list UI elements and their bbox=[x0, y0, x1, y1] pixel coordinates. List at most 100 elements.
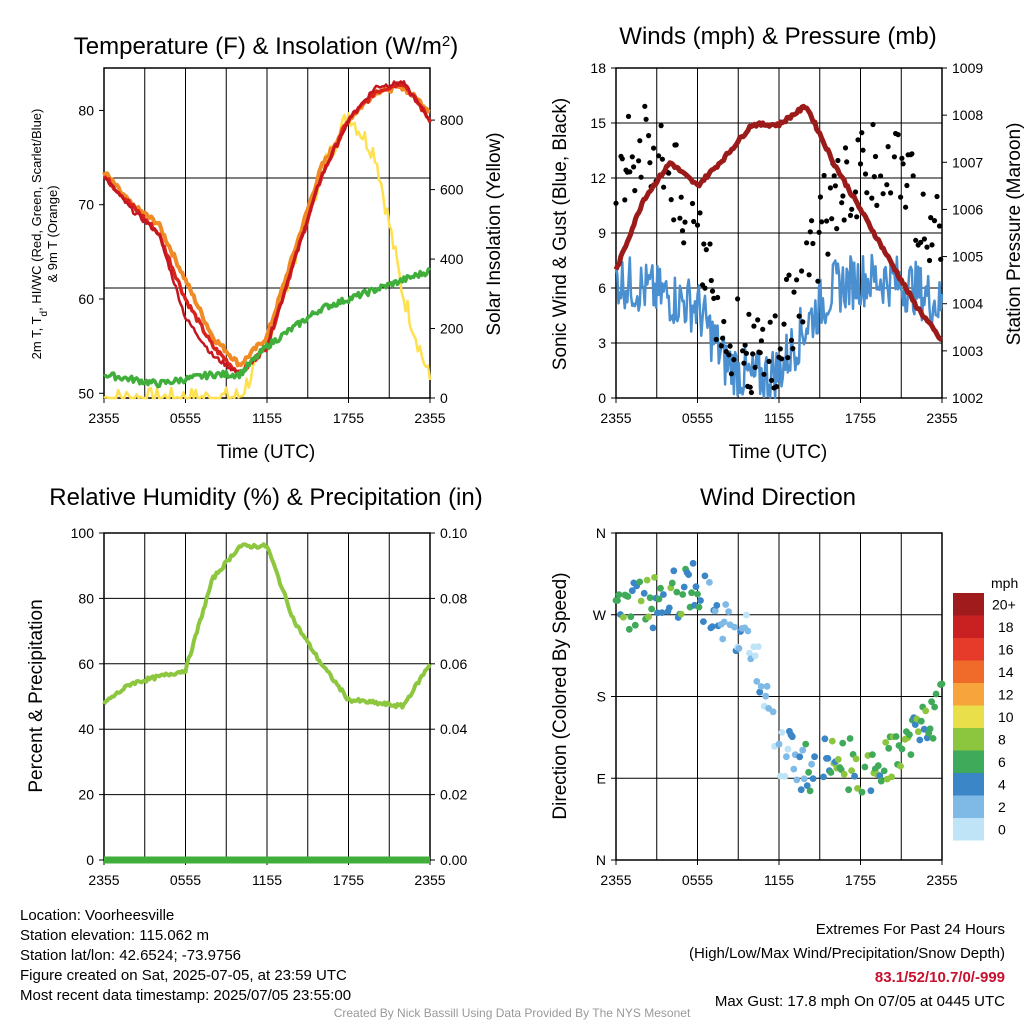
gust-point bbox=[720, 335, 726, 341]
gust-point bbox=[871, 174, 877, 180]
gust-point bbox=[849, 206, 855, 212]
gust-point bbox=[632, 188, 638, 194]
direction-point bbox=[811, 753, 818, 761]
direction-point bbox=[845, 786, 852, 794]
direction-point bbox=[828, 737, 836, 745]
gust-point bbox=[671, 217, 677, 223]
gust-point bbox=[642, 103, 648, 109]
dewpoint-line bbox=[103, 267, 431, 389]
gust-point bbox=[870, 121, 876, 128]
gust-point bbox=[709, 288, 716, 294]
gust-point bbox=[659, 156, 666, 162]
gust-point bbox=[681, 240, 687, 246]
gust-point bbox=[840, 193, 846, 199]
gust-point bbox=[817, 194, 824, 200]
gust-point bbox=[726, 352, 732, 358]
gust-point bbox=[758, 338, 765, 344]
gust-point bbox=[747, 384, 753, 390]
wind-y2-y-tick-label: 1007 bbox=[952, 154, 983, 170]
direction-point bbox=[938, 680, 946, 688]
gust-point bbox=[921, 236, 928, 242]
gust-point bbox=[934, 193, 940, 200]
extremes-title: Extremes For Past 24 Hours bbox=[815, 921, 1005, 938]
direction-point bbox=[861, 763, 869, 771]
wind-y2-y-tick-label: 1003 bbox=[952, 343, 983, 359]
gust-point bbox=[643, 116, 649, 122]
gust-point bbox=[913, 237, 919, 243]
temperature-chart: 2355 0555 1155 1755 235550607080020040060080… bbox=[78, 67, 464, 426]
location-text: Location: Voorheesville bbox=[20, 907, 175, 924]
temp-y2-y-tick-label: 0 bbox=[440, 390, 448, 406]
direction-point bbox=[697, 597, 704, 604]
direction-point bbox=[877, 777, 885, 785]
gust-point bbox=[855, 137, 861, 143]
direction-point bbox=[880, 767, 888, 775]
direction-point bbox=[735, 645, 743, 652]
direction-point bbox=[762, 692, 770, 700]
gust-point bbox=[928, 215, 934, 221]
gust-point bbox=[900, 161, 906, 167]
direction-point bbox=[685, 571, 692, 578]
direction-point bbox=[620, 613, 627, 621]
extremes-subtitle: (High/Low/Max Wind/Precipitation/Snow De… bbox=[689, 945, 1005, 962]
gust-point bbox=[627, 169, 633, 175]
direction-point bbox=[898, 745, 906, 753]
temp-x-tick-label: 2355 bbox=[88, 410, 119, 426]
direction-point bbox=[753, 678, 761, 685]
direction-point bbox=[625, 625, 633, 633]
wind-y2-y-tick-label: 1004 bbox=[952, 296, 983, 312]
rh-y2-y-tick-label: 0.04 bbox=[440, 721, 467, 737]
gust-point bbox=[806, 272, 812, 278]
legend-swatch bbox=[953, 818, 984, 841]
gust-point bbox=[697, 210, 703, 216]
humidity-chart-title: Relative Humidity (%) & Precipitation (i… bbox=[49, 484, 482, 511]
temp-x-tick-label: 2355 bbox=[414, 410, 445, 426]
legend-swatch bbox=[953, 683, 984, 706]
wind-y-tick-label: 9 bbox=[598, 225, 606, 241]
rh-x-tick-label: 2355 bbox=[414, 872, 445, 888]
direction-point bbox=[778, 729, 786, 736]
gust-point bbox=[636, 158, 642, 164]
direction-point bbox=[744, 627, 752, 635]
wind-x-tick-label: 2355 bbox=[926, 410, 957, 426]
dir-x-tick-label: 2355 bbox=[926, 872, 957, 888]
gust-point bbox=[929, 242, 935, 248]
direction-point bbox=[692, 583, 700, 591]
created-text: Figure created on Sat, 2025-07-05, at 23… bbox=[20, 967, 347, 984]
legend-label: 4 bbox=[998, 776, 1006, 792]
direction-point bbox=[800, 775, 808, 783]
gust-point bbox=[727, 343, 733, 349]
direction-point bbox=[858, 788, 866, 796]
direction-point bbox=[820, 773, 827, 781]
direction-point bbox=[645, 613, 652, 621]
rh-y2-y-tick-label: 0.02 bbox=[440, 787, 467, 803]
legend-label: 6 bbox=[998, 754, 1006, 770]
gust-point bbox=[703, 247, 709, 253]
direction-point bbox=[802, 740, 810, 748]
direction-point bbox=[839, 739, 847, 747]
rh-y2-y-tick-label: 0.08 bbox=[440, 590, 467, 606]
direction-point bbox=[624, 593, 632, 600]
temperature-chart-title: Temperature (F) & Insolation (W/m2) bbox=[74, 33, 458, 61]
relative-humidity-line bbox=[102, 542, 432, 710]
rh-y-tick-label: 0 bbox=[86, 852, 94, 868]
gust-point bbox=[701, 241, 707, 247]
rh-x-tick-label: 1755 bbox=[333, 872, 364, 888]
direction-point bbox=[931, 703, 938, 711]
wind-y2-y-tick-label: 1009 bbox=[952, 60, 983, 76]
max-gust-text: Max Gust: 17.8 mph On 07/05 at 0445 UTC bbox=[714, 993, 1005, 1010]
gust-point bbox=[829, 216, 835, 222]
temp-x-tick-label: 1755 bbox=[333, 410, 364, 426]
gust-point bbox=[821, 172, 827, 179]
direction-point bbox=[751, 652, 759, 660]
legend-swatch bbox=[953, 773, 984, 796]
direction-point bbox=[643, 576, 651, 584]
speed-color-legend: 20+ 18 16 14 12 10 8 6 4 2 0 bbox=[953, 593, 1016, 841]
gust-point bbox=[799, 268, 805, 274]
direction-point bbox=[907, 751, 915, 758]
direction-point bbox=[848, 767, 855, 774]
direction-point bbox=[649, 624, 657, 632]
wind-x-tick-label: 1155 bbox=[764, 410, 794, 426]
gust-point bbox=[816, 229, 822, 235]
direction-point bbox=[788, 733, 796, 741]
